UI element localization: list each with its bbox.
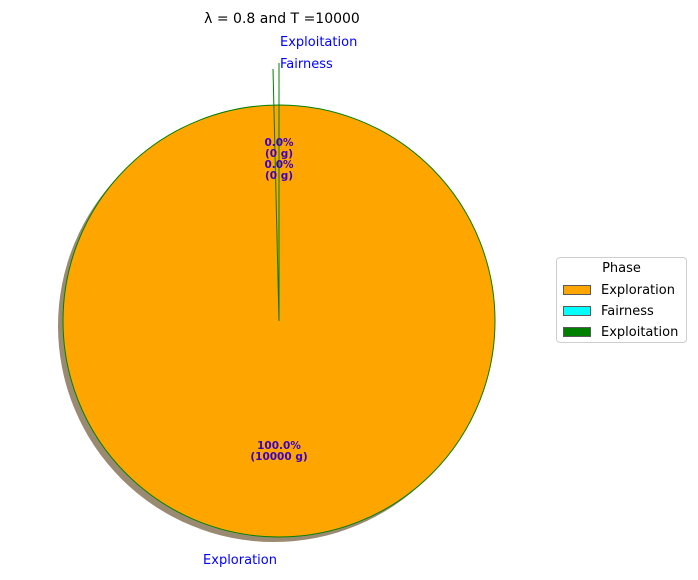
legend-item-fairness: Fairness <box>563 303 654 319</box>
legend-item-exploration: Exploration <box>563 282 675 298</box>
legend-label: Exploration <box>601 282 675 298</box>
slice-label-exploration: Exploration <box>203 553 277 568</box>
legend-swatch-fairness <box>563 306 591 316</box>
chart-title: λ = 0.8 and T =10000 <box>204 11 360 27</box>
pct-label-fairness: 0.0% (0 g) <box>264 137 294 160</box>
slice-label-fairness: Fairness <box>280 57 333 72</box>
legend-swatch-exploration <box>563 285 591 295</box>
pct-label-exploitation: 0.0% (0 g) <box>264 159 294 182</box>
pct-label-exploration: 100.0% (10000 g) <box>250 440 307 463</box>
pie-slice-fairness <box>272 68 280 322</box>
legend-swatch-exploitation <box>563 327 591 337</box>
legend-item-exploitation: Exploitation <box>563 324 678 340</box>
slice-label-exploitation: Exploitation <box>280 35 357 50</box>
legend: Phase Exploration Fairness Exploitation <box>556 257 687 343</box>
legend-title: Phase <box>602 261 641 276</box>
legend-label: Fairness <box>601 303 654 319</box>
legend-label: Exploitation <box>601 324 679 340</box>
